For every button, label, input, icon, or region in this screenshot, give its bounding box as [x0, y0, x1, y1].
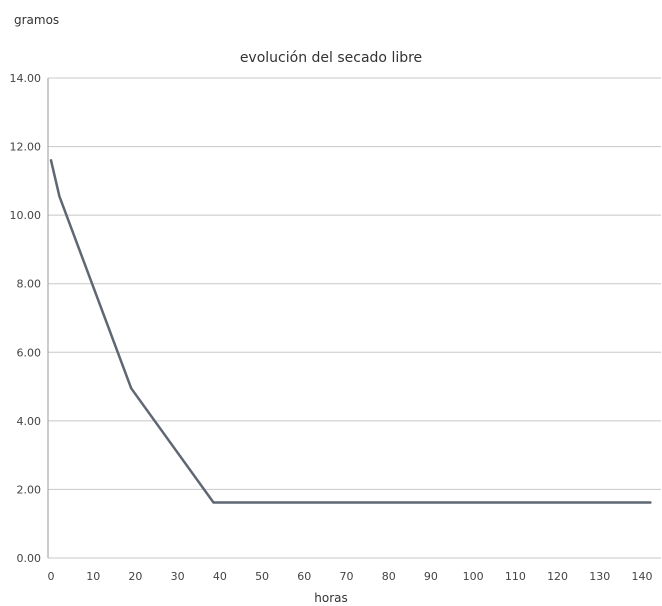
y-tick-label-4: 8.00 [17, 278, 42, 291]
x-tick-label-8: 80 [382, 570, 396, 583]
y-tick-label-7: 14.00 [10, 72, 42, 85]
x-tick-label-6: 60 [297, 570, 311, 583]
x-tick-label-10: 100 [463, 570, 484, 583]
y-tick-label-1: 2.00 [17, 483, 42, 496]
x-tick-label-9: 90 [424, 570, 438, 583]
series-line-0 [49, 159, 652, 504]
x-tick-label-7: 70 [340, 570, 354, 583]
y-tick-label-2: 4.00 [17, 415, 42, 428]
x-tick-label-14: 140 [632, 570, 653, 583]
x-tick-label-1: 10 [86, 570, 100, 583]
y-tick-label-0: 0.00 [17, 552, 42, 565]
x-axis-label: horas [314, 591, 348, 605]
y-tick-label-3: 6.00 [17, 346, 42, 359]
x-tick-label-5: 50 [255, 570, 269, 583]
x-tick-label-3: 30 [171, 570, 185, 583]
x-tick-label-13: 130 [589, 570, 610, 583]
y-tick-label-6: 12.00 [10, 141, 42, 154]
x-tick-label-0: 0 [48, 570, 55, 583]
y-axis-label: gramos [14, 13, 60, 27]
x-tick-label-12: 120 [547, 570, 568, 583]
x-tick-label-2: 20 [128, 570, 142, 583]
x-tick-label-11: 110 [505, 570, 526, 583]
y-tick-label-5: 10.00 [10, 209, 42, 222]
chart-title: evolución del secado libre [239, 50, 423, 66]
x-tick-label-4: 40 [213, 570, 227, 583]
